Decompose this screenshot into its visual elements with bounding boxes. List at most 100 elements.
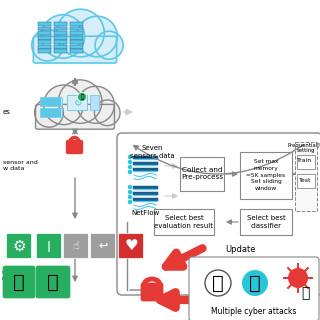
FancyBboxPatch shape [38,49,51,53]
FancyBboxPatch shape [36,104,115,129]
FancyBboxPatch shape [38,31,51,35]
Text: Select best
classifier: Select best classifier [247,215,285,228]
Text: ors: ors [2,276,11,282]
FancyBboxPatch shape [38,36,51,40]
Text: Prequential(te
setting: Prequential(te setting [287,143,320,153]
Circle shape [35,99,63,127]
FancyBboxPatch shape [38,40,51,44]
Circle shape [77,92,86,101]
FancyBboxPatch shape [54,27,67,30]
Text: sensor and: sensor and [3,161,38,165]
Text: es: es [3,109,11,115]
FancyBboxPatch shape [63,234,89,259]
Text: |: | [47,241,51,252]
FancyBboxPatch shape [38,27,51,30]
Text: Update: Update [225,245,255,254]
FancyBboxPatch shape [54,22,67,26]
FancyBboxPatch shape [240,152,292,199]
FancyBboxPatch shape [54,49,67,53]
FancyBboxPatch shape [54,45,67,49]
Text: Train: Train [297,158,313,164]
FancyBboxPatch shape [154,209,214,235]
FancyBboxPatch shape [41,111,61,113]
Circle shape [77,86,114,123]
FancyBboxPatch shape [54,36,67,40]
FancyBboxPatch shape [297,173,315,188]
FancyBboxPatch shape [240,209,292,235]
FancyBboxPatch shape [54,31,67,35]
FancyArrowPatch shape [133,145,304,174]
Text: 🛏: 🛏 [47,273,59,292]
FancyBboxPatch shape [70,27,83,30]
FancyBboxPatch shape [297,155,315,169]
FancyBboxPatch shape [6,234,31,259]
Text: ♥: ♥ [124,238,138,253]
Circle shape [128,185,132,189]
Text: Test: Test [299,178,311,182]
FancyBboxPatch shape [3,266,35,298]
Circle shape [95,31,123,59]
Circle shape [59,80,102,123]
FancyBboxPatch shape [41,98,61,100]
Circle shape [44,85,84,124]
FancyBboxPatch shape [36,266,70,298]
Text: Collect and
Pre-process: Collect and Pre-process [181,167,223,180]
Circle shape [41,15,84,58]
Text: 🚶: 🚶 [13,273,25,292]
Text: 🔒: 🔒 [80,94,84,100]
Text: ⚙: ⚙ [12,238,26,253]
Circle shape [242,270,268,296]
FancyBboxPatch shape [118,234,143,259]
Circle shape [128,155,132,159]
FancyBboxPatch shape [38,45,51,49]
Circle shape [128,160,132,164]
FancyBboxPatch shape [91,95,100,110]
Text: ☝: ☝ [73,241,79,251]
Circle shape [128,190,132,194]
Text: Select best
evaluation result: Select best evaluation result [155,215,213,228]
Circle shape [57,9,104,57]
FancyBboxPatch shape [41,102,61,103]
Circle shape [128,165,132,169]
Circle shape [94,100,120,126]
FancyBboxPatch shape [41,113,61,115]
Text: w data: w data [3,166,24,172]
FancyBboxPatch shape [142,284,162,300]
Circle shape [288,268,308,288]
FancyBboxPatch shape [117,133,320,295]
Circle shape [77,16,117,57]
FancyBboxPatch shape [70,40,83,44]
FancyBboxPatch shape [70,45,83,49]
FancyBboxPatch shape [189,257,319,320]
FancyBboxPatch shape [70,31,83,35]
Text: ⚙: ⚙ [73,98,81,108]
FancyBboxPatch shape [91,234,116,259]
FancyBboxPatch shape [70,22,83,26]
FancyBboxPatch shape [67,141,82,153]
Text: Set max
memory
=5K samples
Set sliding
window: Set max memory =5K samples Set sliding w… [246,159,285,191]
FancyBboxPatch shape [41,115,61,116]
FancyBboxPatch shape [70,36,83,40]
Circle shape [32,29,63,61]
Text: 🥷: 🥷 [212,274,224,292]
Text: Seven
sensors data: Seven sensors data [130,146,174,158]
FancyBboxPatch shape [41,100,61,101]
Text: with: with [2,270,14,276]
Circle shape [128,170,132,174]
FancyBboxPatch shape [33,36,116,63]
Text: 🦠: 🦠 [249,274,261,292]
FancyBboxPatch shape [70,49,83,53]
FancyBboxPatch shape [295,142,317,211]
FancyBboxPatch shape [41,109,61,110]
FancyBboxPatch shape [36,234,61,259]
FancyBboxPatch shape [40,97,62,106]
FancyBboxPatch shape [54,40,67,44]
FancyBboxPatch shape [38,22,51,26]
Circle shape [128,200,132,204]
Text: 🚀: 🚀 [301,286,309,300]
FancyBboxPatch shape [180,157,224,191]
Text: ↩: ↩ [98,241,108,251]
Text: Multiple cyber attacks: Multiple cyber attacks [211,308,297,316]
FancyBboxPatch shape [68,95,87,110]
Text: NetFlow: NetFlow [131,210,159,216]
